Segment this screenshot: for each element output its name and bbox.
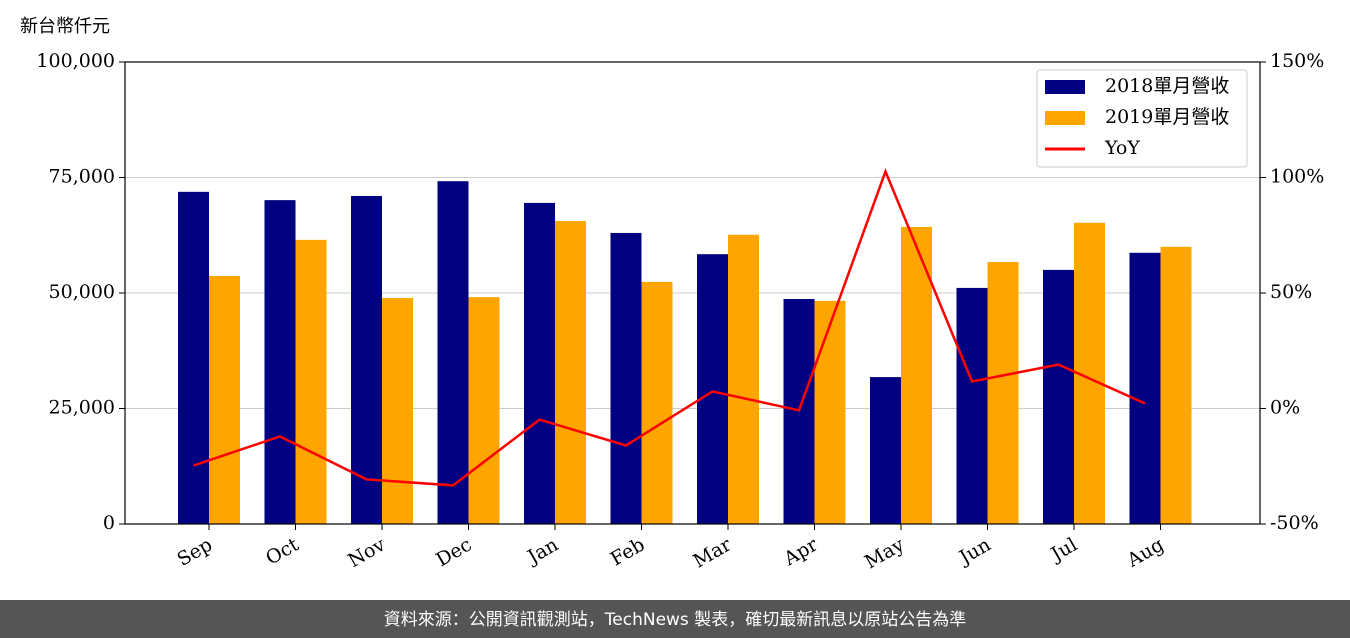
bar (264, 200, 296, 524)
x-tick-label: Dec (432, 534, 475, 572)
bar (1043, 269, 1074, 524)
legend-label: 2018單月營收 (1105, 75, 1229, 97)
bar (351, 195, 382, 525)
bar (468, 297, 500, 524)
x-tick-label: Aug (1123, 534, 1168, 573)
y2-tick-label: -50% (1270, 512, 1319, 534)
x-tick-label: Mar (689, 533, 735, 572)
bar (697, 254, 728, 524)
legend-label: YoY (1104, 137, 1140, 159)
x-tick-label: Apr (779, 533, 822, 570)
x-tick-label: Jun (954, 534, 995, 570)
bar (1129, 252, 1161, 524)
y2-tick-label: 150% (1270, 50, 1324, 72)
legend-label: 2019單月營收 (1105, 106, 1229, 128)
x-tick-label: Jan (522, 534, 562, 570)
bar (524, 202, 555, 524)
bar (209, 275, 240, 524)
y2-tick-label: 100% (1270, 166, 1324, 188)
bar (295, 239, 327, 524)
bar (987, 262, 1019, 524)
x-tick-label: Sep (173, 534, 216, 571)
x-tick-label: Jul (1046, 534, 1081, 567)
yoy-line (193, 168, 1146, 487)
footer-bar (0, 600, 1350, 638)
x-tick-label: Feb (607, 534, 649, 571)
bar (1160, 246, 1192, 525)
y-axis-label: 新台幣仟元 (20, 16, 110, 37)
bar (437, 181, 469, 525)
y-tick-label: 100,000 (36, 50, 115, 72)
bar (870, 377, 901, 524)
y2-tick-label: 50% (1270, 281, 1312, 303)
bar (956, 287, 988, 524)
bar (728, 234, 759, 524)
bar (610, 232, 642, 524)
bar (555, 220, 586, 525)
bar (901, 226, 932, 524)
bar (641, 281, 673, 524)
footer-text: 資料來源：公開資訊觀測站，TechNews 製表，確切最新訊息以原站公告為準 (384, 610, 966, 630)
x-tick-label: Oct (262, 533, 303, 569)
bar (382, 298, 413, 524)
y2-tick-label: 0% (1270, 397, 1300, 419)
bar (178, 191, 209, 524)
y-tick-label: 50,000 (49, 281, 115, 303)
y-tick-label: 0 (103, 512, 115, 534)
y-tick-label: 75,000 (49, 166, 115, 188)
legend-swatch (1045, 80, 1085, 94)
x-tick-label: Nov (344, 533, 389, 572)
x-tick-label: May (861, 533, 908, 573)
legend-box (1036, 69, 1248, 168)
plot-frame (124, 61, 1261, 525)
legend-swatch (1045, 111, 1085, 125)
bar (814, 300, 846, 524)
y-tick-label: 25,000 (49, 397, 115, 419)
